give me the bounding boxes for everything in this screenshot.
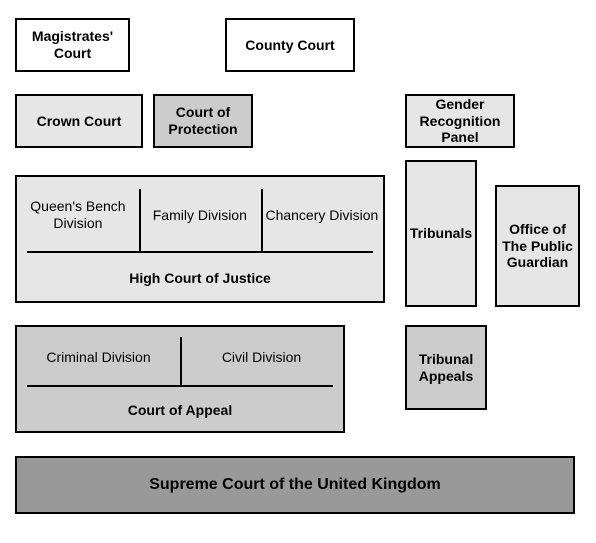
crown-court-label: Crown Court: [37, 113, 122, 130]
supreme-court-label: Supreme Court of the United Kingdom: [149, 475, 441, 494]
high-court-divider-h: [27, 251, 373, 253]
court-of-protection-label: Court of Protection: [159, 104, 247, 138]
court-of-protection-box: Court of Protection: [153, 94, 253, 148]
gender-recognition-panel-box: Gender Recognition Panel: [405, 94, 515, 148]
tribunal-appeals-box: Tribunal Appeals: [405, 325, 487, 410]
tribunals-label: Tribunals: [410, 225, 472, 242]
tribunals-box: Tribunals: [405, 160, 477, 307]
appeal-divider-h: [27, 385, 333, 387]
civil-division-label: Civil Division: [180, 333, 343, 381]
chancery-division-label: Chancery Division: [261, 185, 383, 245]
magistrates-court-box: Magistrates' Court: [15, 18, 130, 72]
office-public-guardian-box: Office of The Public Guardian: [495, 185, 580, 307]
high-court-divider-1: [139, 189, 141, 251]
magistrates-court-label: Magistrates' Court: [21, 28, 124, 62]
high-court-divider-2: [261, 189, 263, 251]
tribunal-appeals-label: Tribunal Appeals: [411, 351, 481, 385]
high-court-box: Queen's Bench Division Family Division C…: [15, 175, 385, 303]
gender-recognition-panel-label: Gender Recognition Panel: [411, 96, 509, 146]
high-court-title: High Court of Justice: [17, 255, 383, 301]
family-division-label: Family Division: [139, 185, 261, 245]
office-public-guardian-label: Office of The Public Guardian: [501, 221, 574, 271]
crown-court-box: Crown Court: [15, 94, 143, 148]
criminal-division-label: Criminal Division: [17, 333, 180, 381]
supreme-court-box: Supreme Court of the United Kingdom: [15, 456, 575, 514]
appeal-divider-v: [180, 337, 182, 385]
court-of-appeal-title: Court of Appeal: [17, 389, 343, 431]
county-court-box: County Court: [225, 18, 355, 72]
county-court-label: County Court: [245, 37, 334, 54]
court-of-appeal-box: Criminal Division Civil Division Court o…: [15, 325, 345, 433]
queens-bench-division-label: Queen's Bench Division: [17, 185, 139, 245]
